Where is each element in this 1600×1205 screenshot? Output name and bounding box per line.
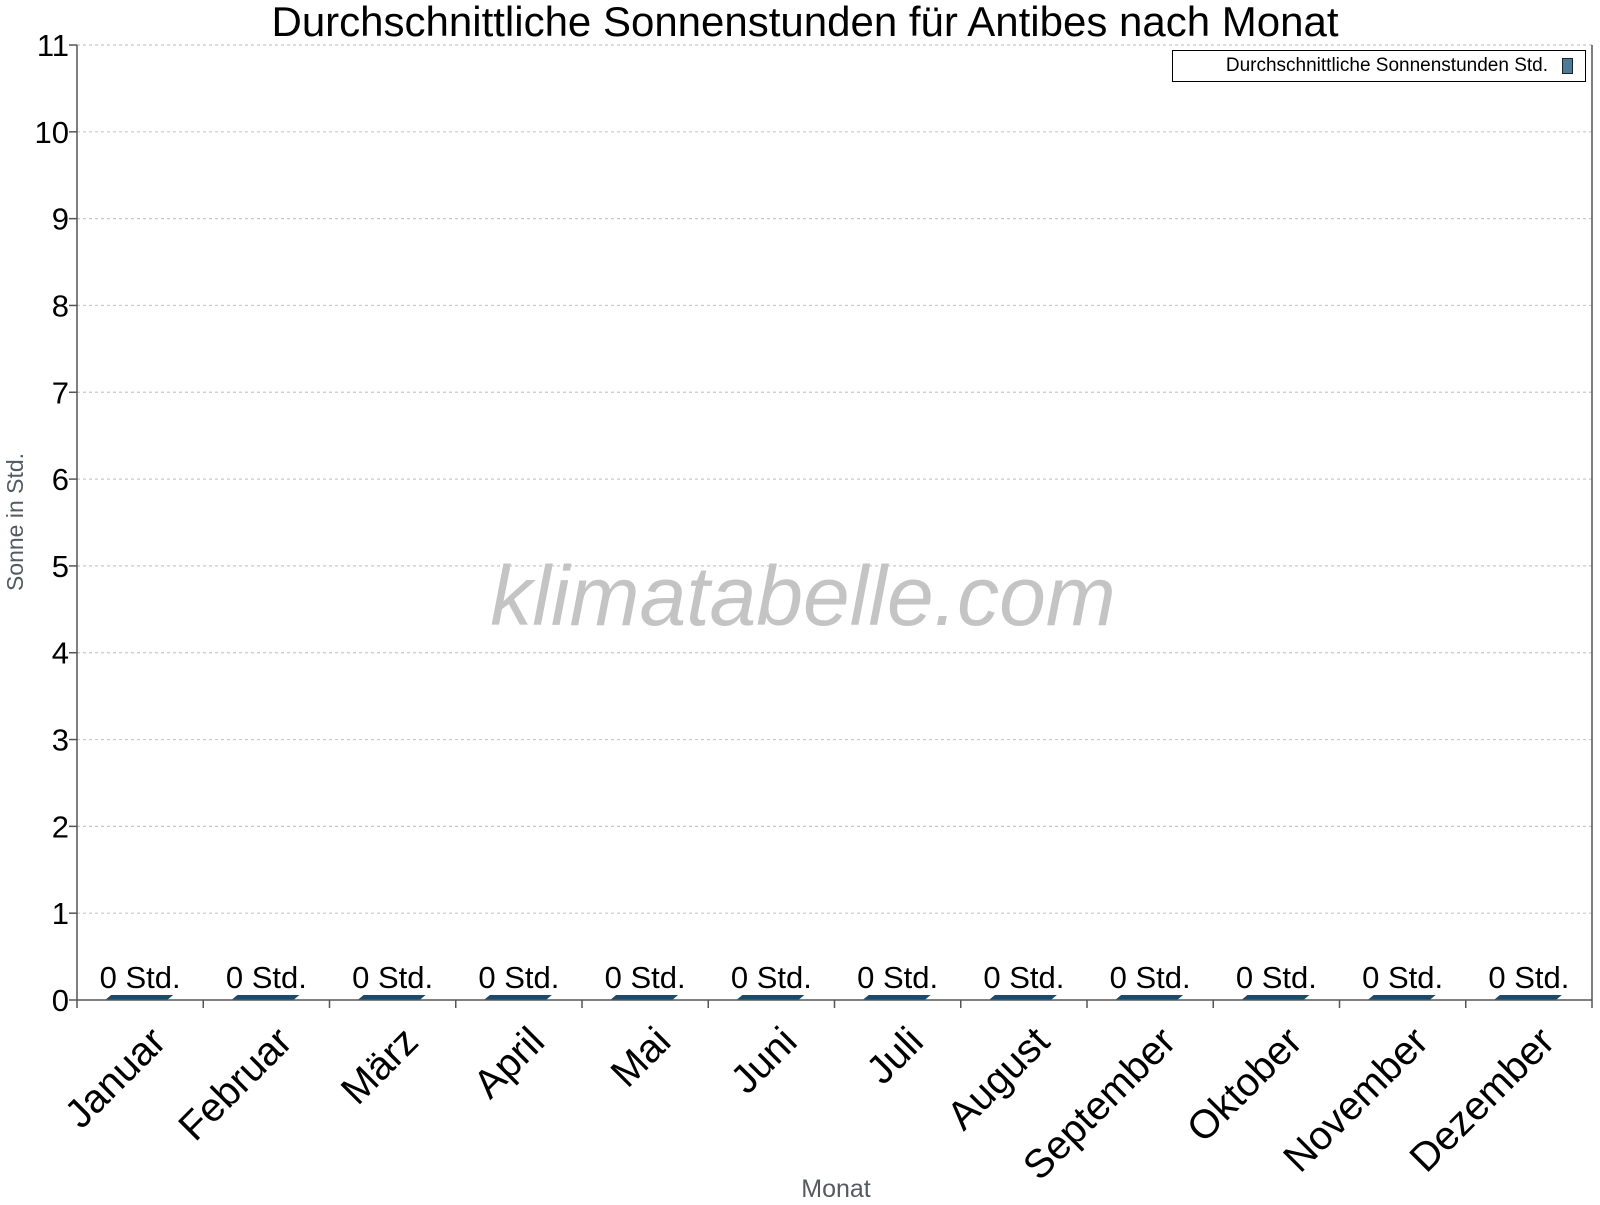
y-tick-label: 1 — [52, 896, 69, 931]
axes — [69, 44, 1593, 1008]
x-tick-label: März — [333, 1019, 427, 1113]
data-label: 0 Std. — [1236, 960, 1317, 995]
data-label: 0 Std. — [352, 960, 433, 995]
x-tick-label: Juli — [858, 1019, 932, 1093]
bar — [1493, 995, 1562, 1000]
x-tick-label: Mai — [603, 1019, 680, 1096]
y-tick-label: 9 — [52, 202, 69, 237]
bar — [736, 995, 805, 1000]
y-tick-label: 3 — [52, 723, 69, 758]
y-tick-label: 6 — [52, 462, 69, 497]
x-tick-label: Februar — [170, 1019, 300, 1149]
x-axis-label: Monat — [801, 1175, 871, 1200]
x-tick-label: Juni — [723, 1019, 806, 1102]
bar — [610, 995, 679, 1000]
bar — [357, 995, 426, 1000]
y-tick-label: 7 — [52, 375, 69, 410]
x-tick-label: Januar — [57, 1019, 175, 1137]
y-tick-labels: 0 1 2 3 4 5 6 7 8 9 10 11 — [35, 28, 69, 1018]
data-label: 0 Std. — [605, 960, 686, 995]
data-label: 0 Std. — [100, 960, 181, 995]
y-tick-label: 10 — [35, 115, 69, 150]
bar — [483, 995, 552, 1000]
bar — [231, 995, 300, 1000]
bar — [105, 995, 174, 1000]
x-tick-label: August — [939, 1019, 1058, 1138]
legend-label: Durchschnittliche Sonnenstunden Std. — [1225, 55, 1548, 76]
watermark: klimatabelle.com — [490, 549, 1116, 643]
data-labels: 0 Std. 0 Std. 0 Std. 0 Std. 0 Std. 0 Std. 0 St… — [100, 960, 1570, 995]
legend: Durchschnittliche Sonnenstunden Std. — [1172, 50, 1586, 82]
y-tick-label: 0 — [52, 983, 69, 1018]
y-tick-label: 2 — [52, 809, 69, 844]
bar — [1367, 995, 1436, 1000]
y-tick-label: 8 — [52, 288, 69, 323]
data-label: 0 Std. — [478, 960, 559, 995]
data-label: 0 Std. — [1110, 960, 1191, 995]
bar — [988, 995, 1057, 1000]
data-label: 0 Std. — [1362, 960, 1443, 995]
x-tick-label: Oktober — [1179, 1019, 1311, 1151]
bars — [105, 995, 1562, 1000]
data-label: 0 Std. — [1488, 960, 1569, 995]
y-axis-label: Sonne in Std. — [2, 453, 28, 591]
chart-title: Durchschnittliche Sonnenstunden für Anti… — [271, 0, 1338, 45]
data-label: 0 Std. — [731, 960, 812, 995]
y-tick-label: 4 — [52, 636, 69, 671]
legend-swatch — [1562, 58, 1573, 74]
bar — [1241, 995, 1310, 1000]
y-tick-label: 11 — [37, 28, 69, 63]
data-label: 0 Std. — [857, 960, 938, 995]
grid-lines — [77, 44, 1592, 914]
bar — [1115, 995, 1184, 1000]
bar — [862, 995, 931, 1000]
x-tick-label: April — [465, 1019, 553, 1107]
data-label: 0 Std. — [226, 960, 307, 995]
data-label: 0 Std. — [983, 960, 1064, 995]
y-tick-label: 5 — [52, 549, 69, 584]
